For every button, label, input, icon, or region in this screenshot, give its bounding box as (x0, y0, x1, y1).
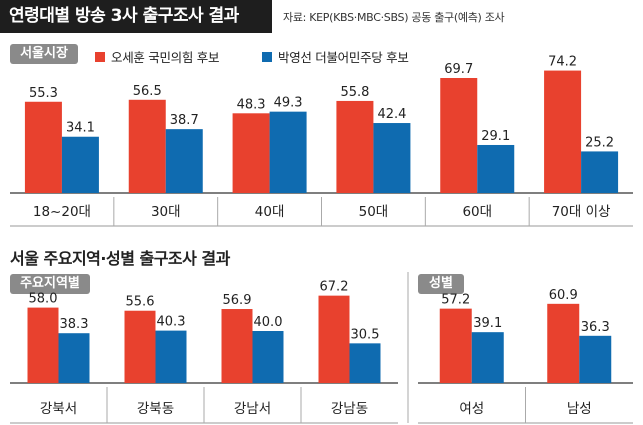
region-category-label-0: 강북서 (40, 401, 77, 417)
region-bar-oh-2 (221, 309, 253, 383)
region-value-label-park-3: 30.5 (351, 327, 380, 342)
age-value-label-park-5: 25.2 (585, 135, 614, 150)
age-category-label-4: 60대 (462, 204, 492, 220)
age-value-label-oh-5: 74.2 (548, 55, 577, 70)
gender-bar-oh-1 (547, 303, 580, 383)
age-bar-park-4 (477, 144, 515, 193)
legend-blue-label: 박영선 더불어민주당 후보 (278, 50, 409, 65)
gender-value-label-park-0: 39.1 (473, 316, 502, 331)
age-category-label-2: 40대 (255, 204, 285, 220)
region-category-label-1: 강북동 (137, 401, 174, 417)
age-bar-oh-4 (440, 77, 478, 193)
age-category-label-5: 70대 이상 (552, 204, 611, 220)
chart-title: 연령대별 방송 3사 출구조사 결과 (0, 0, 272, 33)
region-category-label-2: 강남서 (234, 401, 271, 417)
legend-red-label: 오세훈 국민의힘 후보 (111, 50, 220, 65)
region-bar-park-1 (155, 330, 187, 383)
gender-value-label-oh-0: 57.2 (441, 293, 470, 308)
legend-oh: 오세훈 국민의힘 후보 (95, 47, 219, 66)
age-bar-park-3 (373, 123, 411, 193)
source-note: 자료: KEP(KBS·MBC·SBS) 공동 출구(예측) 조사 (283, 11, 505, 24)
gender-bar-oh-0 (439, 308, 472, 383)
age-bar-oh-3 (336, 100, 374, 193)
age-value-label-oh-0: 55.3 (29, 86, 58, 101)
age-value-label-park-1: 38.7 (170, 113, 199, 128)
legend-blue-swatch (262, 51, 272, 62)
age-bar-park-0 (61, 136, 99, 193)
section2-title: 서울 주요지역·성별 출구조사 결과 (10, 249, 230, 268)
region-category-label-3: 강남동 (331, 401, 368, 417)
age-bar-park-1 (165, 129, 203, 193)
region-value-label-park-2: 40.0 (254, 315, 283, 330)
region-bar-park-0 (58, 333, 90, 383)
age-value-label-oh-2: 48.3 (237, 97, 266, 112)
age-bar-park-5 (581, 151, 619, 193)
gender-value-label-park-1: 36.3 (581, 320, 610, 335)
gender-bar-park-0 (471, 332, 504, 383)
age-bar-park-2 (269, 111, 307, 193)
region-value-label-park-1: 40.3 (157, 315, 186, 330)
gender-category-label-0: 여성 (459, 401, 484, 417)
region-bar-oh-0 (27, 307, 59, 383)
region-bar-park-2 (252, 331, 284, 383)
age-value-label-park-3: 42.4 (377, 107, 406, 122)
age-category-label-3: 50대 (359, 204, 389, 220)
age-value-label-oh-4: 69.7 (444, 62, 473, 77)
age-bar-oh-1 (128, 99, 166, 193)
age-category-label-0: 18~20대 (33, 204, 91, 220)
region-value-label-oh-0: 58.0 (29, 292, 58, 307)
region-bar-oh-1 (124, 310, 156, 383)
gender-value-label-oh-1: 60.9 (549, 288, 578, 303)
gender-category-label-1: 남성 (567, 401, 592, 417)
region-value-label-oh-2: 56.9 (223, 293, 252, 308)
region-value-label-park-0: 38.3 (60, 317, 89, 332)
age-value-label-park-4: 29.1 (481, 129, 510, 144)
age-value-label-park-2: 49.3 (274, 96, 303, 111)
age-bar-oh-5 (544, 70, 582, 193)
region-value-label-oh-3: 67.2 (320, 280, 349, 295)
age-value-label-park-0: 34.1 (66, 121, 95, 136)
legend-park: 박영선 더불어민주당 후보 (262, 47, 409, 66)
age-value-label-oh-1: 56.5 (133, 84, 162, 99)
gender-bar-park-1 (579, 335, 612, 383)
age-bar-oh-2 (232, 113, 270, 193)
age-category-label-1: 30대 (151, 204, 181, 220)
legend-red-swatch (95, 51, 105, 62)
region-value-label-oh-1: 55.6 (126, 295, 155, 310)
age-value-label-oh-3: 55.8 (340, 85, 369, 100)
region-badge: 주요지역별 (10, 274, 90, 294)
region-bar-oh-3 (318, 295, 350, 383)
seoul-mayor-badge: 서울시장 (10, 44, 78, 64)
gender-badge: 성별 (418, 274, 464, 294)
region-bar-park-3 (349, 343, 381, 383)
age-bar-oh-0 (24, 101, 62, 193)
